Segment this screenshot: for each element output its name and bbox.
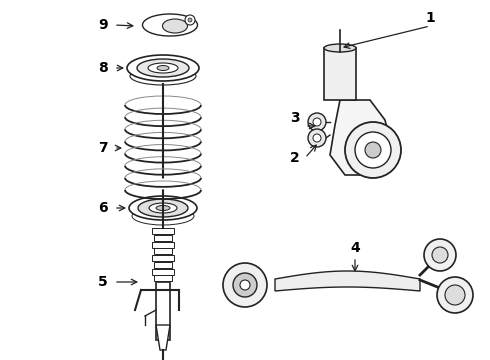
Circle shape: [424, 239, 456, 271]
Ellipse shape: [129, 196, 197, 220]
Text: 3: 3: [290, 111, 300, 125]
Text: 8: 8: [98, 61, 108, 75]
Ellipse shape: [138, 199, 188, 217]
Bar: [324, 48, 356, 100]
Circle shape: [308, 129, 326, 147]
Text: 4: 4: [350, 241, 360, 255]
Polygon shape: [275, 271, 420, 291]
Circle shape: [437, 277, 473, 313]
Ellipse shape: [128, 105, 198, 117]
Bar: [152, 269, 174, 275]
Text: 9: 9: [98, 18, 108, 32]
Ellipse shape: [148, 63, 178, 73]
Bar: [152, 255, 174, 261]
Circle shape: [432, 247, 448, 263]
Text: 2: 2: [290, 151, 300, 165]
Bar: [154, 248, 172, 254]
Ellipse shape: [128, 118, 198, 129]
Ellipse shape: [157, 66, 169, 71]
Ellipse shape: [143, 14, 197, 36]
Circle shape: [308, 113, 326, 131]
Circle shape: [233, 273, 257, 297]
Ellipse shape: [324, 44, 356, 52]
Circle shape: [313, 134, 321, 142]
Bar: [152, 228, 174, 234]
Text: 5: 5: [98, 275, 108, 289]
Ellipse shape: [128, 154, 198, 165]
Polygon shape: [156, 325, 170, 350]
Text: 6: 6: [98, 201, 108, 215]
Polygon shape: [330, 100, 390, 175]
Ellipse shape: [156, 206, 170, 211]
Ellipse shape: [137, 59, 189, 77]
Ellipse shape: [128, 130, 198, 141]
Bar: [154, 275, 172, 281]
Circle shape: [355, 132, 391, 168]
Ellipse shape: [128, 142, 198, 153]
Bar: [152, 242, 174, 248]
Ellipse shape: [132, 207, 194, 225]
Circle shape: [223, 263, 267, 307]
Circle shape: [185, 15, 195, 25]
Ellipse shape: [163, 19, 188, 33]
Circle shape: [345, 122, 401, 178]
Circle shape: [365, 142, 381, 158]
Ellipse shape: [128, 166, 198, 177]
Bar: [154, 262, 172, 268]
Ellipse shape: [130, 67, 196, 85]
Ellipse shape: [127, 55, 199, 81]
Text: 7: 7: [98, 141, 108, 155]
Circle shape: [313, 118, 321, 126]
Bar: [154, 235, 172, 241]
Circle shape: [188, 18, 192, 22]
Circle shape: [445, 285, 465, 305]
Circle shape: [240, 280, 250, 290]
Text: 1: 1: [425, 11, 435, 25]
Ellipse shape: [128, 179, 198, 189]
Bar: [156, 282, 170, 340]
Ellipse shape: [149, 203, 177, 213]
